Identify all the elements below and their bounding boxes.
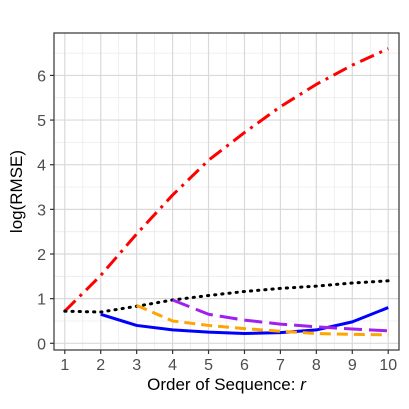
y-tick-label: 3 <box>37 202 46 219</box>
y-tick-label: 5 <box>37 113 46 130</box>
x-tick-label: 8 <box>312 357 321 374</box>
y-tick-label: 2 <box>37 247 46 264</box>
x-tick-label: 5 <box>204 357 213 374</box>
series-layer <box>63 47 390 337</box>
x-tick-label: 4 <box>168 357 177 374</box>
x-tick-label: 7 <box>276 357 285 374</box>
x-tick-label: 6 <box>240 357 249 374</box>
x-tick-label: 3 <box>132 357 141 374</box>
minor-grid <box>54 33 399 350</box>
series-line-5 <box>172 298 389 333</box>
series-line-3 <box>100 306 389 335</box>
y-tick-label: 4 <box>37 158 46 175</box>
y-axis-title: log(RMSE) <box>7 150 26 233</box>
series-line-4 <box>136 303 389 337</box>
y-tick-label: 6 <box>37 68 46 85</box>
x-tick-label: 1 <box>60 357 69 374</box>
y-tick-label: 0 <box>37 336 46 353</box>
y-tick-label: 1 <box>37 292 46 309</box>
x-tick-label: 9 <box>348 357 357 374</box>
y-axis: 0 1 2 3 4 5 6 <box>37 68 54 353</box>
x-axis: 1 2 3 4 5 6 7 8 9 10 <box>60 350 397 374</box>
x-tick-label: 2 <box>96 357 105 374</box>
major-grid <box>54 33 399 350</box>
x-axis-title: Order of Sequence: r <box>147 375 307 394</box>
series-line-1 <box>63 47 389 313</box>
x-tick-label: 10 <box>379 357 397 374</box>
panel-border <box>53 32 400 351</box>
